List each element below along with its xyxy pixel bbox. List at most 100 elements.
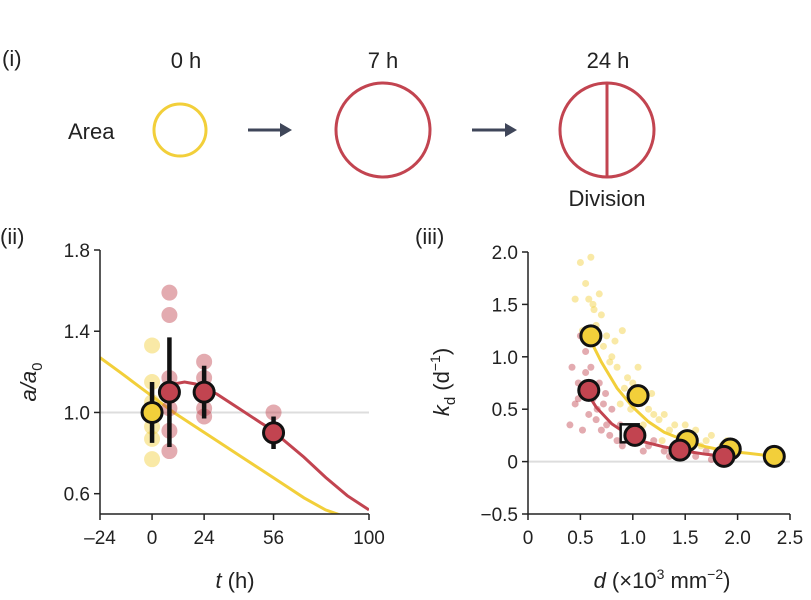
yellow-cloud-point (618, 327, 626, 335)
x-tick-label: 56 (263, 528, 284, 549)
cell-24h-dividing (558, 81, 656, 179)
yellow-mean-point (579, 324, 603, 348)
yellow-cloud-point (707, 431, 715, 439)
yellow-cloud-point (585, 295, 593, 303)
time-label-0h: 0 h (171, 48, 202, 73)
yellow-cloud-point (611, 337, 619, 345)
x-tick-label: 0 (147, 528, 158, 549)
x-tick-label: 100 (353, 528, 385, 549)
red-cloud-point (599, 400, 607, 408)
bin-markers (577, 324, 786, 468)
yellow-raw-point (144, 337, 161, 354)
red-mean-point (712, 444, 736, 468)
division-label: Division (568, 186, 645, 211)
yellow-fit-curve (100, 356, 342, 514)
red-mean-point (262, 421, 286, 445)
x-ticks: –24 0 24 56 100 (84, 514, 385, 549)
red-fit-curve (166, 380, 369, 512)
y-tick-label: 1.4 (64, 322, 91, 343)
x-axis-label: t (h) (215, 568, 254, 593)
yellow-cloud-point (634, 363, 642, 371)
red-raw-point (161, 284, 178, 301)
yellow-cloud-point (576, 258, 584, 266)
yellow-cloud-point (665, 426, 673, 434)
area-label: Area (68, 119, 115, 144)
red-cloud-point (571, 400, 579, 408)
x-tick-label: 0 (523, 528, 534, 549)
yellow-mean-point (626, 384, 650, 408)
red-raw-point (265, 404, 282, 421)
yellow-cloud-point (599, 342, 607, 350)
y-ticks: −0.5 0 0.5 1.0 1.5 2.0 (480, 243, 528, 526)
y-tick-label: 0 (507, 453, 518, 474)
red-mean-point (577, 378, 601, 402)
panel-i-label: (i) (2, 46, 22, 71)
scatter-cloud (566, 253, 742, 464)
yellow-cloud-point (597, 311, 605, 319)
arrow-icon (248, 123, 292, 137)
x-ticks: 0 0.5 1.0 1.5 2.0 2.5 (523, 514, 803, 549)
red-cloud-point (582, 348, 590, 356)
red-cloud-point (566, 421, 574, 429)
yellow-cloud-point (660, 410, 668, 418)
y-tick-label: 2.0 (492, 243, 518, 264)
x-tick-label: 1.0 (620, 528, 646, 549)
red-cloud-point (592, 416, 600, 424)
red-cloud-point (660, 447, 668, 455)
yellow-mean-point (140, 400, 164, 424)
y-tick-label: 1.5 (492, 295, 518, 316)
red-cloud-point (578, 426, 586, 434)
red-cloud-point (603, 421, 611, 429)
yellow-cloud-point (608, 353, 616, 361)
yellow-cloud-point (582, 279, 590, 287)
red-cloud-point (606, 431, 614, 439)
yellow-cloud-point (671, 421, 679, 429)
red-cloud-point (585, 410, 593, 418)
y-tick-label: 1.0 (492, 348, 518, 369)
yellow-cloud-point (645, 405, 653, 413)
red-mean-point (623, 423, 647, 447)
red-cloud-point (597, 426, 605, 434)
panel-i: (i) 0 h 7 h 24 h Area Division (2, 46, 656, 211)
yellow-cloud-point (681, 421, 689, 429)
x-tick-label: 0.5 (567, 528, 593, 549)
x-tick-label: 24 (194, 528, 216, 549)
x-tick-label: –24 (84, 528, 116, 549)
red-cloud-point (639, 447, 647, 455)
panel-iii-label: (iii) (415, 224, 444, 249)
x-tick-label: 1.5 (672, 528, 698, 549)
y-ticks: 0.6 1.0 1.4 1.8 (64, 241, 100, 506)
yellow-cloud-point (624, 374, 632, 382)
yellow-cloud-point (613, 363, 621, 371)
y-tick-label: 1.8 (64, 241, 90, 262)
y-tick-label: −0.5 (480, 505, 518, 526)
cell-0h-small-circle (152, 102, 208, 158)
yellow-cloud-point (655, 416, 663, 424)
yellow-cloud-point (650, 410, 658, 418)
red-cloud-point (613, 437, 621, 445)
yellow-cloud-point (648, 389, 656, 397)
red-cloud-point (618, 442, 626, 450)
yellow-cloud-point (587, 253, 595, 261)
red-cloud-point (587, 363, 595, 371)
time-label-24h: 24 h (587, 48, 630, 73)
x-tick-label: 2.5 (777, 528, 803, 549)
arrow-icon (472, 123, 517, 137)
panel-ii: (ii) 0.6 1.0 1.4 1.8 –24 0 24 56 100 t (h) a/a0 (0, 224, 385, 593)
yellow-raw-point (144, 451, 161, 468)
y-tick-label: 0.5 (492, 400, 518, 421)
x-tick-label: 2.0 (724, 528, 750, 549)
yellow-mean-point (762, 444, 786, 468)
red-raw-point (161, 443, 178, 460)
red-cloud-point (692, 452, 700, 460)
yellow-cloud-point (571, 295, 579, 303)
cell-7h-large-circle (334, 81, 432, 179)
red-raw-point (196, 353, 213, 370)
panel-ii-label: (ii) (0, 224, 24, 249)
red-cloud-point (568, 363, 576, 371)
yellow-cloud-point (616, 400, 624, 408)
yellow-cloud-point (620, 384, 628, 392)
yellow-cloud-point (589, 300, 597, 308)
mean-markers (140, 337, 286, 450)
